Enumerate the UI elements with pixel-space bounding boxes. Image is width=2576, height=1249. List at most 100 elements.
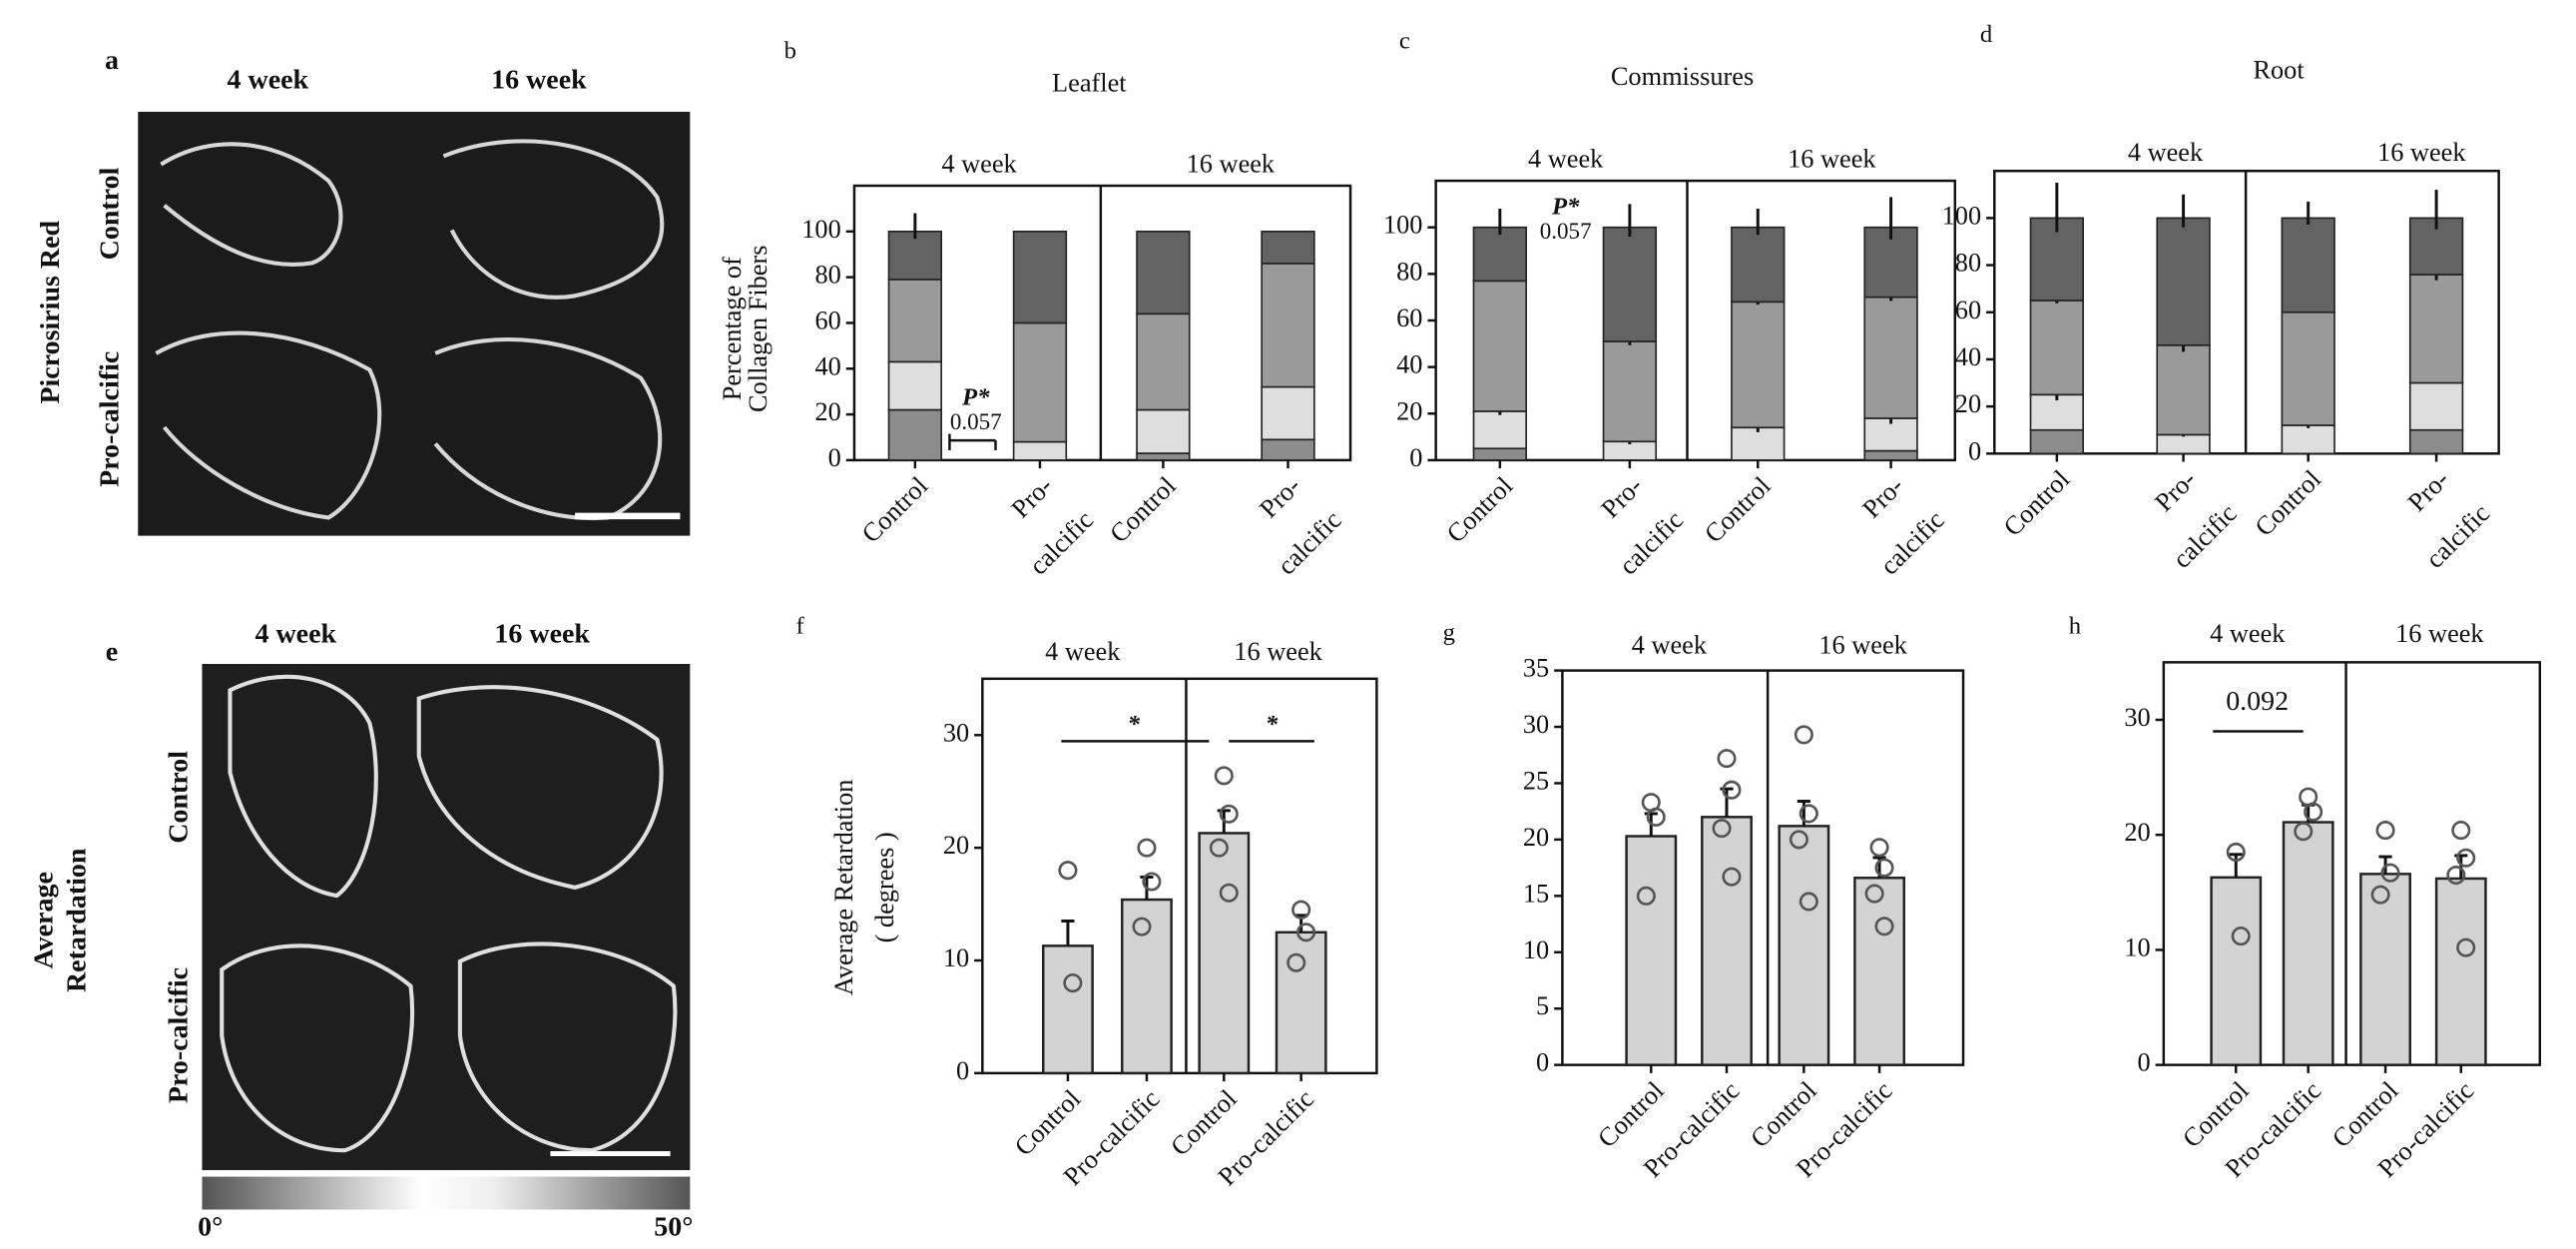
annotation: 0.092 [2226, 686, 2289, 717]
bar-segment [2281, 217, 2335, 313]
y-tick-label: 30 [1523, 710, 1549, 739]
bar-segment [2281, 311, 2335, 426]
x-tick-label: Control [1104, 471, 1181, 548]
bar-segment [2408, 381, 2464, 431]
bar [1778, 825, 1830, 1066]
data-point [1799, 804, 1818, 824]
bar-segment [1731, 426, 1786, 461]
bar-segment [1472, 226, 1527, 283]
y-tick-label: 10 [943, 943, 969, 972]
data-point [1864, 884, 1884, 904]
y-tick-label: 0 [956, 1056, 969, 1085]
data-point [1794, 725, 1813, 745]
data-point [1646, 807, 1666, 827]
x-tick-label: Control [1165, 1084, 1242, 1161]
annotation: * [1128, 711, 1141, 738]
data-point [1063, 973, 1083, 993]
y-tick-label: 20 [943, 831, 969, 860]
bar [1625, 835, 1678, 1066]
colorbar-label: 50° [654, 1212, 693, 1243]
data-point [1874, 917, 1894, 937]
y-tick-label: 5 [1536, 991, 1549, 1020]
bar-segment [1731, 226, 1786, 304]
y-tick-label: 100 [801, 215, 841, 244]
bar-segment [1012, 230, 1068, 324]
data-point [1296, 923, 1316, 942]
plot-frame [981, 677, 1378, 1075]
bar-segment [1863, 296, 1918, 419]
group-label: 4 week [2128, 138, 2204, 167]
x-tick-label: Pro- [1254, 471, 1306, 524]
bar [2434, 877, 2487, 1066]
side-label: Retardation [61, 848, 92, 992]
bar [1198, 832, 1251, 1075]
data-point [2446, 865, 2466, 886]
bar-segment [1602, 340, 1658, 443]
bar-segment [1261, 263, 1315, 388]
data-point [2370, 885, 2390, 905]
bar [1275, 931, 1327, 1075]
group-label: 4 week [1045, 637, 1121, 666]
data-point [1137, 838, 1157, 858]
x-tick-label: Control [856, 471, 933, 548]
bar-segment [887, 230, 943, 281]
bar-segment [2156, 433, 2211, 455]
column-label: 4 week [256, 618, 337, 649]
bar-segment [2281, 424, 2335, 455]
bar [1042, 944, 1094, 1075]
panel-letter: f [796, 612, 805, 639]
y-tick-label: 0 [1536, 1048, 1549, 1077]
bar-segment [2029, 393, 2085, 431]
y-tick-label: 20 [814, 397, 840, 426]
x-tick-label: calcific [2420, 498, 2495, 573]
x-tick-label: Control [1009, 1084, 1086, 1161]
group-label: 16 week [1788, 144, 1876, 173]
data-point [1132, 917, 1152, 937]
annotation: 0.057 [950, 408, 1002, 434]
y-tick-label: 80 [1955, 249, 1981, 278]
row-label: Pro-calcific [94, 351, 125, 487]
bar-segment [1136, 312, 1191, 411]
bar-segment [1731, 301, 1786, 429]
bar-segment [2408, 274, 2464, 384]
plot-frame [1561, 669, 1965, 1066]
bar-segment [2156, 217, 2211, 346]
x-tick-label: Control [2250, 464, 2326, 541]
y-axis-label: Percentage of [718, 257, 747, 400]
bar-segment [1136, 408, 1191, 454]
data-point [1722, 780, 1742, 800]
bar-segment [1472, 410, 1527, 450]
bar-segment [1136, 230, 1191, 315]
chart-title: Commissures [1611, 62, 1754, 91]
y-tick-label: 40 [1955, 342, 1981, 371]
bar-segment [2408, 428, 2464, 455]
y-tick-label: 80 [1396, 257, 1422, 286]
group-label: 16 week [2395, 619, 2484, 648]
bar-segment [1472, 280, 1527, 412]
y-tick-label: 20 [1523, 823, 1549, 852]
image-e [202, 664, 691, 1210]
bar-segment [887, 360, 943, 411]
bar-segment [1012, 440, 1068, 461]
row-label: Control [94, 167, 125, 260]
data-point [1209, 838, 1229, 858]
column-label: 16 week [494, 618, 590, 649]
data-point [1799, 892, 1818, 912]
x-tick-label: Pro- [1596, 471, 1649, 524]
data-point [1219, 804, 1239, 824]
y-tick-label: 20 [1396, 396, 1422, 425]
data-point [1722, 867, 1742, 887]
side-label: Average [29, 872, 60, 968]
y-tick-label: 60 [814, 306, 840, 334]
y-axis-label: ( degrees ) [870, 832, 899, 942]
side-label: Picrosirius Red [35, 221, 66, 404]
row-label: Control [163, 751, 194, 844]
group-label: 16 week [1234, 637, 1322, 666]
data-point [1717, 749, 1737, 769]
annotation: 0.057 [1540, 218, 1592, 244]
data-point [2456, 848, 2476, 868]
data-point [1291, 900, 1311, 920]
bar [1121, 898, 1173, 1075]
chart-title: Root [2253, 55, 2305, 84]
